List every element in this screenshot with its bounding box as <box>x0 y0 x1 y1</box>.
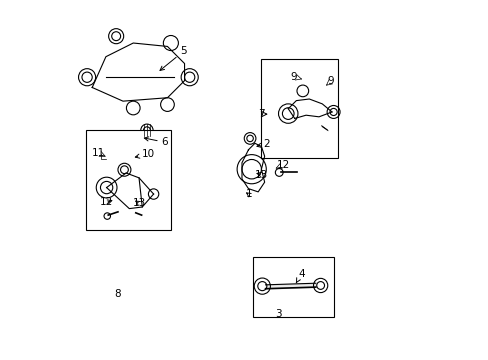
Text: 11: 11 <box>91 148 104 158</box>
FancyBboxPatch shape <box>86 130 170 230</box>
Text: 9: 9 <box>327 76 333 86</box>
Text: 13: 13 <box>132 198 146 208</box>
Text: 12: 12 <box>276 159 289 170</box>
Text: 7: 7 <box>257 109 264 119</box>
FancyBboxPatch shape <box>253 257 334 317</box>
Text: 13: 13 <box>255 170 268 180</box>
Text: 3: 3 <box>274 309 281 319</box>
Text: 12: 12 <box>100 197 113 207</box>
Text: 10: 10 <box>135 149 155 159</box>
Text: 9: 9 <box>290 72 297 82</box>
Text: 6: 6 <box>144 137 167 147</box>
Text: 2: 2 <box>257 139 269 149</box>
FancyBboxPatch shape <box>260 59 337 158</box>
Text: 8: 8 <box>114 289 121 299</box>
Text: 4: 4 <box>296 269 304 283</box>
Text: 5: 5 <box>160 46 186 71</box>
Text: 1: 1 <box>245 189 252 199</box>
